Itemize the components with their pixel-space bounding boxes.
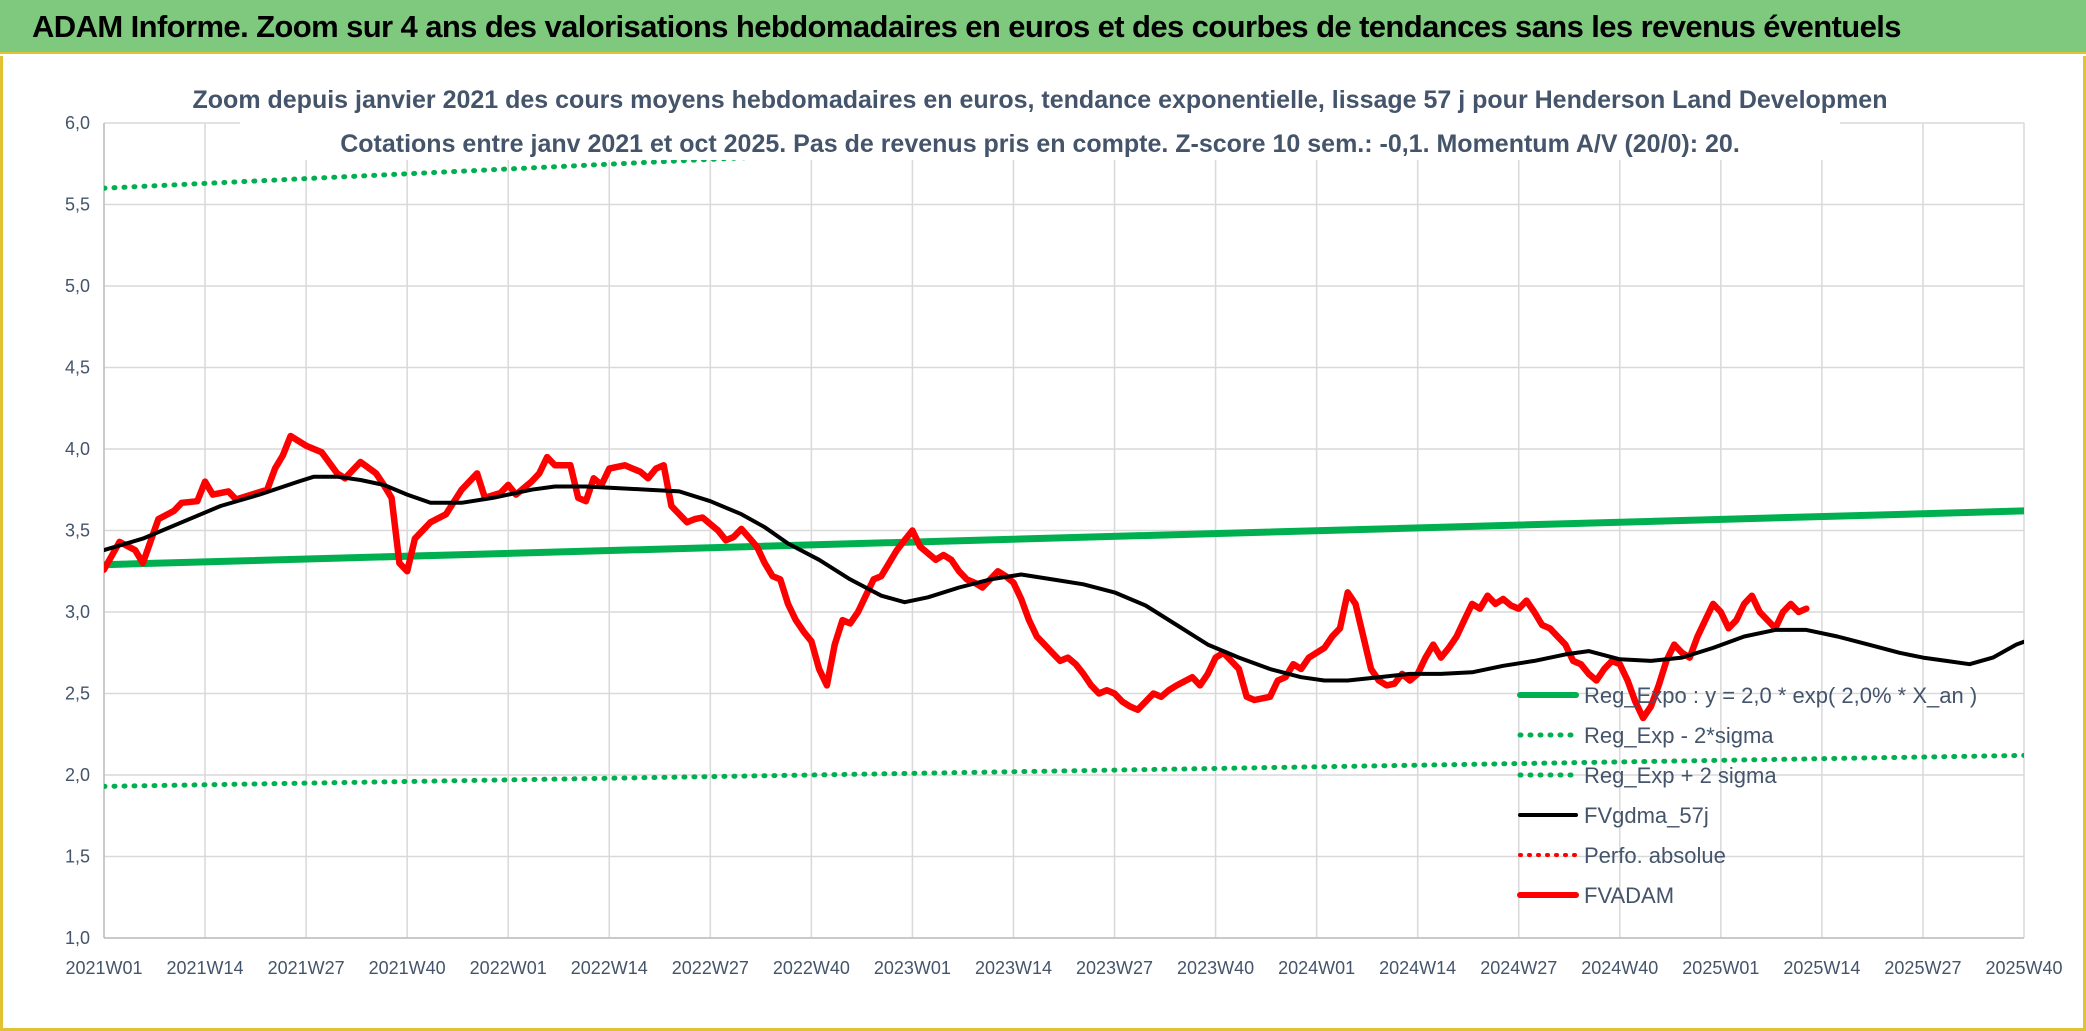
y-tick-label: 1,5	[65, 847, 90, 867]
x-tick-label: 2025W27	[1884, 958, 1961, 978]
x-tick-label: 2025W01	[1682, 958, 1759, 978]
x-tick-label: 2021W01	[65, 958, 142, 978]
legend-label-fvgdma-57j: FVgdma_57j	[1584, 803, 1709, 828]
y-tick-label: 1,0	[65, 928, 90, 948]
series-line-reg-expo-y-2-0-exp-2-0-x-an	[104, 507, 2024, 569]
y-tick-label: 4,0	[65, 439, 90, 459]
y-tick-label: 2,5	[65, 684, 90, 704]
legend: Reg_Expo : y = 2,0 * exp( 2,0% * X_an ) R…	[1517, 683, 1977, 908]
report-title: ADAM Informe. Zoom sur 4 ans des valoris…	[32, 9, 1902, 44]
legend-label-perfo-absolue: Perfo. absolue	[1584, 843, 1726, 868]
chart-subtitle: Cotations entre janv 2021 et oct 2025. P…	[340, 130, 1740, 158]
x-tick-label: 2023W27	[1076, 958, 1153, 978]
x-tick-label: 2022W40	[773, 958, 850, 978]
y-tick-label: 3,0	[65, 602, 90, 622]
series-line-reg-exp-2-sigma	[104, 752, 2024, 789]
x-tick-label: 2024W14	[1379, 958, 1456, 978]
series-line-fvadam	[104, 432, 1810, 722]
legend-label-reg-exp-2-sigma: Reg_Exp - 2*sigma	[1584, 723, 1774, 748]
x-tick-label: 2021W27	[268, 958, 345, 978]
y-tick-label: 3,5	[65, 521, 90, 541]
x-tick-label: 2024W01	[1278, 958, 1355, 978]
grid	[103, 122, 2025, 939]
y-tick-label: 4,5	[65, 358, 90, 378]
x-tick-label: 2021W40	[369, 958, 446, 978]
series-line-fvgdma-57j	[104, 474, 2024, 683]
chart-frame	[0, 56, 2086, 1031]
legend-label-fvadam: FVADAM	[1584, 883, 1674, 908]
x-tick-label: 2023W40	[1177, 958, 1254, 978]
x-tick-label: 2022W27	[672, 958, 749, 978]
y-tick-label: 2,0	[65, 765, 90, 785]
chart-title-background	[240, 84, 1840, 160]
x-tick-label: 2025W14	[1783, 958, 1860, 978]
x-tick-label: 2023W14	[975, 958, 1052, 978]
x-tick-label: 2022W01	[470, 958, 547, 978]
y-tick-label: 6,0	[65, 113, 90, 133]
x-tick-label: 2023W01	[874, 958, 951, 978]
chart-title: Zoom depuis janvier 2021 des cours moyen…	[193, 86, 1888, 114]
x-tick-label: 2024W27	[1480, 958, 1557, 978]
x-tick-label: 2025W40	[1985, 958, 2062, 978]
legend-label-reg-exp-2-sigma: Reg_Exp + 2 sigma	[1584, 763, 1777, 788]
y-tick-label: 5,0	[65, 276, 90, 296]
legend-label-reg-expo-y-2-0-exp-2-0-x-an: Reg_Expo : y = 2,0 * exp( 2,0% * X_an )	[1584, 683, 1977, 708]
axis-ticks: 1,0 1,5 2,0 2,5 3,0 3,5 4,0 4,5 5,0 5,5 6,0 2021W01…	[65, 113, 2063, 978]
x-tick-label: 2022W14	[571, 958, 648, 978]
report-banner: ADAM Informe. Zoom sur 4 ans des valoris…	[0, 0, 2086, 54]
x-tick-label: 2021W14	[167, 958, 244, 978]
x-tick-label: 2024W40	[1581, 958, 1658, 978]
y-tick-label: 5,5	[65, 195, 90, 215]
